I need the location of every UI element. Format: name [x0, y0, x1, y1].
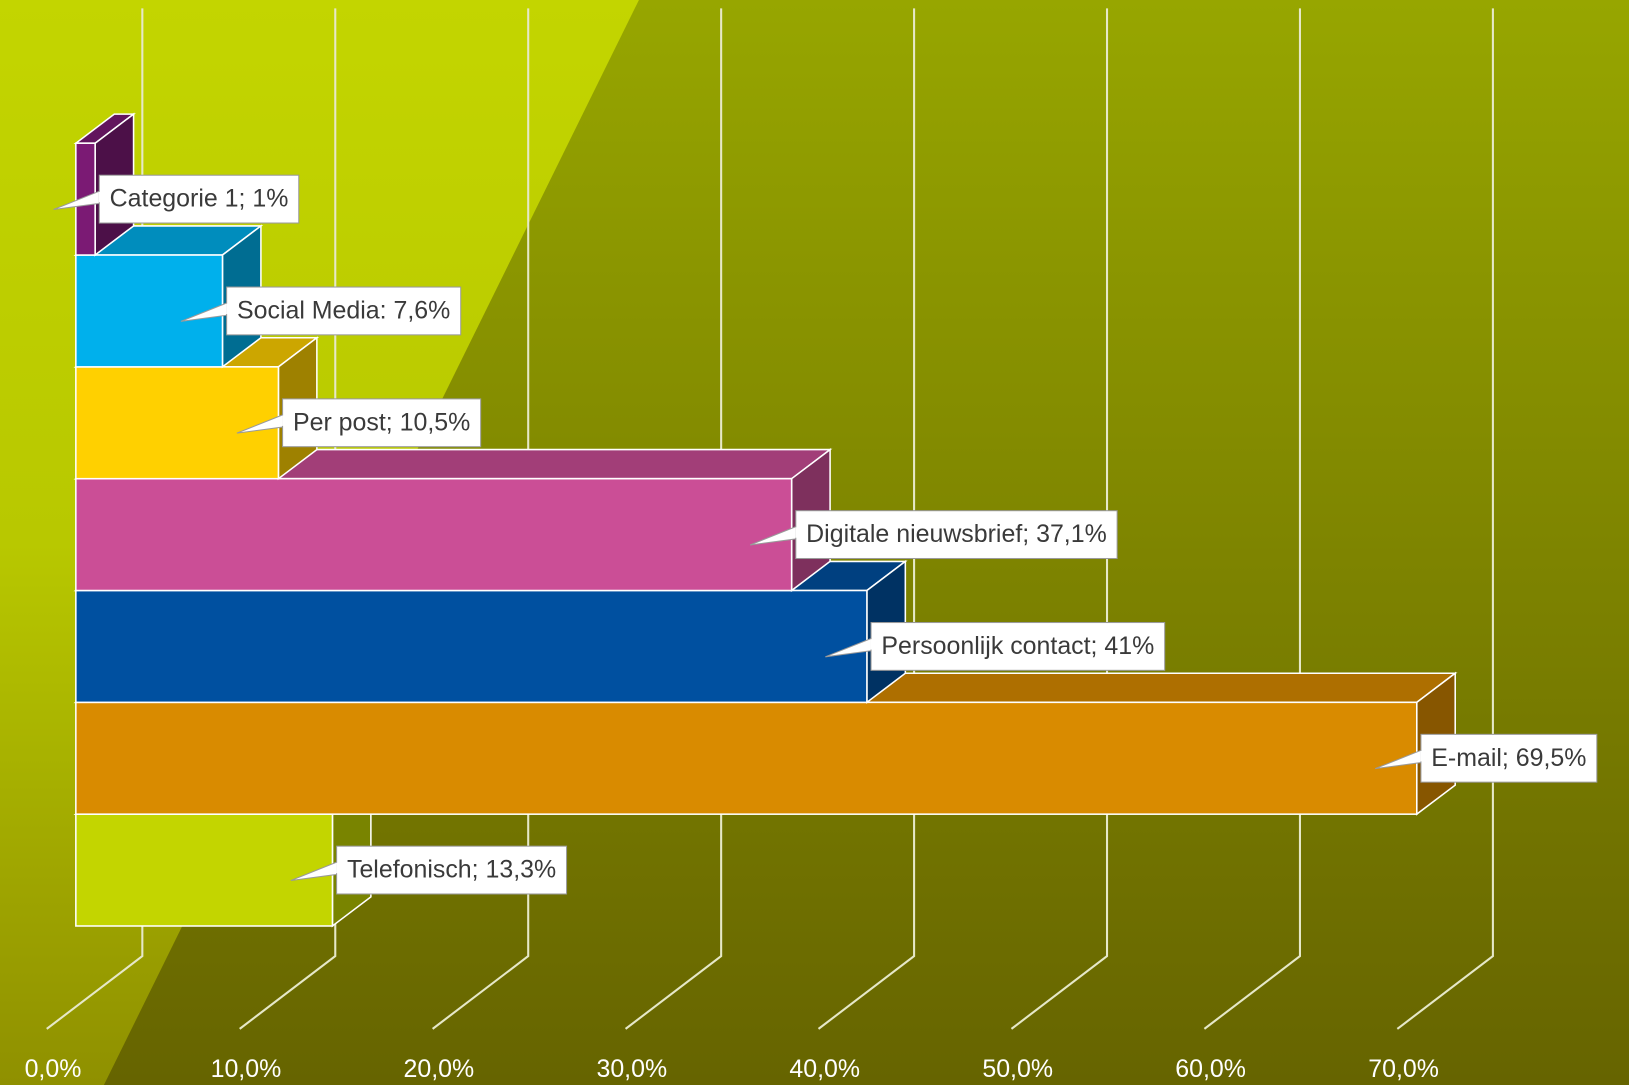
x-tick-label: 20,0% — [404, 1055, 475, 1083]
data-label-box — [870, 622, 1166, 671]
data-label: Digitale nieuwsbrief; 37,1% — [806, 520, 1107, 548]
grid-line — [624, 8, 723, 1030]
data-label: Per post; 10,5% — [293, 408, 470, 436]
bar-front — [75, 589, 868, 704]
data-label-box — [98, 174, 300, 224]
bar-front — [75, 813, 334, 927]
data-label: Telefonisch; 13,3% — [347, 856, 556, 884]
x-tick-label: 60,0% — [1175, 1055, 1246, 1083]
data-label: Social Media: 7,6% — [237, 297, 450, 325]
bar-front — [75, 254, 224, 368]
data-label-box — [282, 398, 482, 448]
grid-line — [1010, 8, 1109, 1030]
x-tick-label: 40,0% — [789, 1055, 860, 1083]
bar-front — [75, 701, 1418, 815]
x-tick-label: 50,0% — [982, 1055, 1053, 1083]
x-tick-label: 70,0% — [1368, 1055, 1439, 1083]
data-label: Categorie 1; 1% — [110, 185, 289, 213]
grid-line — [431, 8, 530, 1030]
grid-line — [817, 8, 916, 1030]
grid-line — [1396, 8, 1494, 1030]
data-label-box — [795, 510, 1118, 560]
data-label: Persoonlijk contact; 41% — [881, 632, 1154, 660]
bar-front — [75, 477, 793, 592]
bar-front — [75, 366, 280, 480]
data-label: E-mail; 69,5% — [1431, 744, 1586, 772]
data-label-box — [336, 845, 568, 895]
x-tick-label: 0,0% — [25, 1055, 82, 1083]
x-tick-label: 30,0% — [596, 1055, 667, 1083]
grid-line — [1203, 8, 1302, 1030]
x-tick-label: 10,0% — [211, 1055, 282, 1083]
data-label-box — [226, 286, 462, 336]
